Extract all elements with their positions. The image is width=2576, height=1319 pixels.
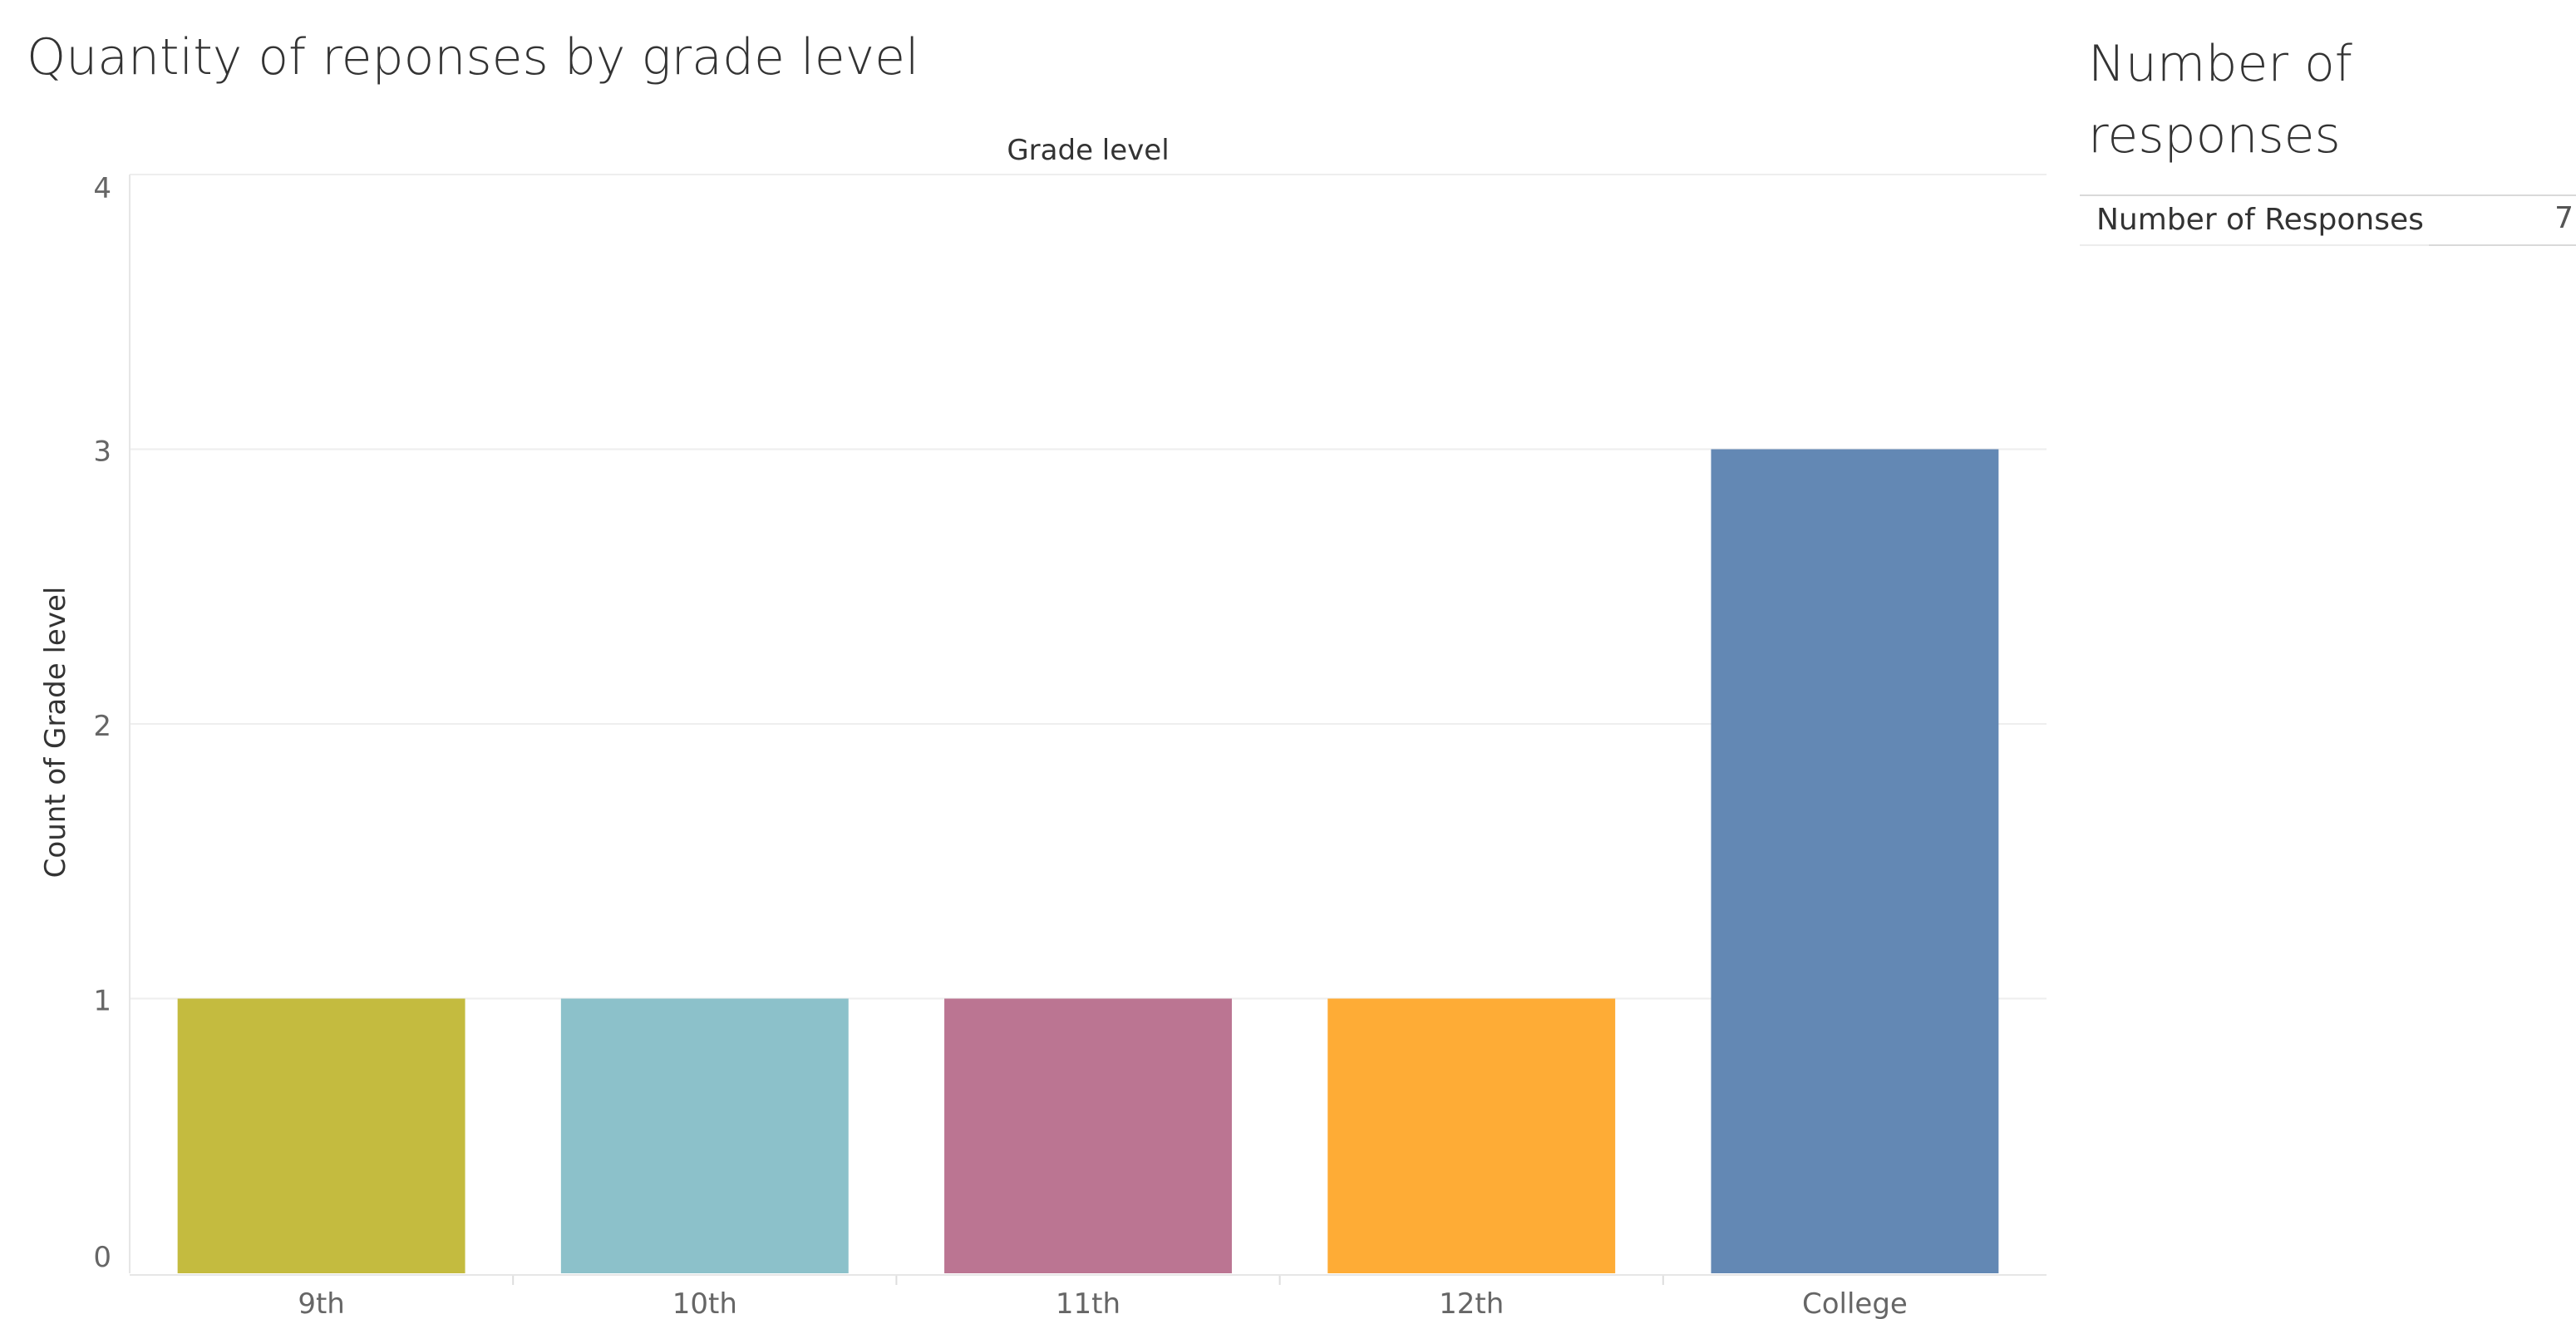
bar-10th xyxy=(560,998,849,1273)
bar-9th xyxy=(177,998,465,1273)
bar-chart: 0 1 2 3 4 Count of Grade level Grade level 9th 1… xyxy=(39,134,2047,1319)
kpi-row: Number of Responses 7 xyxy=(2080,194,2576,246)
kpi-value: 7 xyxy=(2554,201,2574,235)
x-tick-label: 11th xyxy=(1056,1287,1121,1319)
x-tick-label: College xyxy=(1802,1287,1908,1319)
divider xyxy=(2080,194,2576,196)
side-panel-title: Number of responses xyxy=(2088,35,2352,165)
bar-college xyxy=(1711,449,1999,1273)
bar-12th xyxy=(1327,998,1616,1273)
y-tick-label: 3 xyxy=(93,436,111,469)
y-tick-label: 1 xyxy=(93,985,111,1018)
y-tick-label: 2 xyxy=(93,710,111,743)
bar-11th xyxy=(944,998,1232,1273)
x-tick-label: 10th xyxy=(672,1287,737,1319)
x-tick-label: 9th xyxy=(298,1287,345,1319)
y-axis-title: Count of Grade level xyxy=(39,587,72,879)
divider xyxy=(2080,244,2429,246)
chart-title: Quantity of reponses by grade level xyxy=(27,28,919,86)
y-tick-label: 4 xyxy=(93,172,111,205)
x-axis-title: Grade level xyxy=(1007,134,1169,167)
kpi-label: Number of Responses xyxy=(2096,203,2424,237)
x-tick-label: 12th xyxy=(1439,1287,1504,1319)
divider xyxy=(2429,244,2576,246)
y-tick-label: 0 xyxy=(93,1241,111,1274)
